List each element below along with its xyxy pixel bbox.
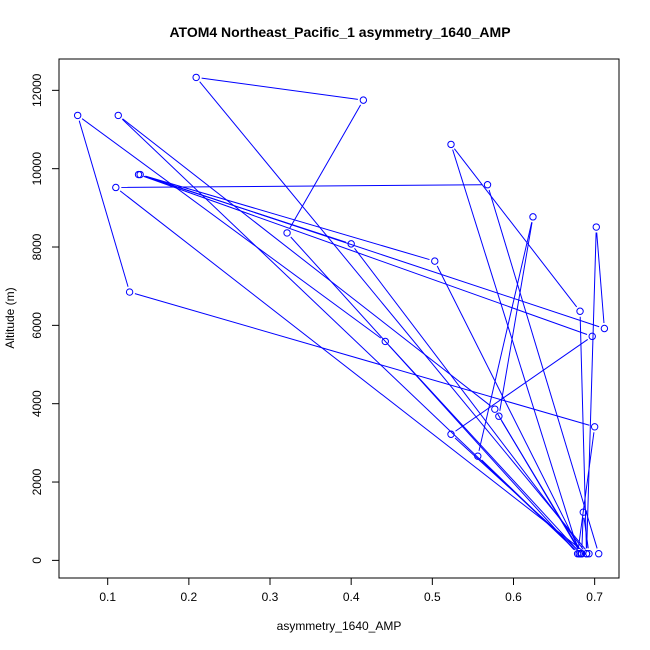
y-axis-label: Altitude (m) — [3, 287, 17, 348]
series-segment — [119, 190, 583, 551]
data-point — [283, 229, 291, 237]
series-segment — [583, 517, 589, 549]
series-segment — [577, 432, 595, 549]
y-axis: 0 2000 4000 6000 8000 10000 12000 — [30, 73, 60, 564]
x-tick-label: 0.1 — [99, 590, 116, 604]
plot-frame — [58, 58, 620, 579]
y-tick-label: 8000 — [30, 233, 44, 260]
data-point — [474, 452, 482, 460]
series-segment — [452, 149, 579, 549]
series-segment — [289, 104, 362, 229]
data-point — [576, 307, 584, 315]
data-point — [590, 423, 599, 431]
series-segment — [143, 175, 347, 243]
y-tick-label: 0 — [30, 557, 44, 564]
data-point — [447, 430, 455, 438]
series-segment — [454, 437, 578, 551]
data-point — [447, 140, 455, 149]
data-point — [582, 550, 591, 558]
series-segment — [436, 265, 580, 550]
y-tick-label: 10000 — [30, 152, 44, 186]
data-point — [347, 240, 355, 248]
data-point — [73, 111, 82, 120]
data-point — [592, 223, 600, 231]
data-point — [192, 73, 200, 82]
data-point — [600, 324, 609, 333]
x-tick-label: 0.6 — [505, 590, 522, 604]
data-point — [491, 405, 499, 413]
data-point — [495, 412, 503, 420]
data-point — [588, 332, 596, 341]
data-point — [575, 550, 583, 558]
series-segment — [78, 120, 129, 287]
y-tick-label: 12000 — [30, 73, 44, 107]
y-tick-label: 6000 — [30, 312, 44, 339]
series-segment — [290, 236, 575, 550]
series-segment — [199, 81, 586, 550]
data-point — [381, 337, 389, 346]
x-tick-label: 0.5 — [424, 590, 441, 604]
series-segment — [501, 420, 580, 550]
data-point — [577, 550, 586, 558]
series-segment — [481, 459, 576, 551]
series-segment — [201, 77, 358, 100]
series-segment — [488, 189, 598, 549]
series-lines — [78, 77, 605, 551]
y-tick-label: 2000 — [30, 468, 44, 495]
x-axis: 0.1 0.2 0.3 0.4 0.5 0.6 0.7 — [99, 577, 603, 604]
series-segment — [354, 247, 584, 550]
series-segment — [453, 148, 578, 308]
x-tick-label: 0.3 — [262, 590, 279, 604]
series-points — [73, 73, 609, 558]
series-segment — [81, 118, 382, 339]
data-point — [134, 170, 143, 179]
series-segment — [499, 222, 533, 411]
series-segment — [134, 293, 590, 426]
series-segment — [455, 339, 588, 432]
series-segment — [122, 118, 491, 407]
series-segment — [581, 517, 584, 549]
data-point — [585, 550, 593, 558]
series-segment — [596, 232, 605, 324]
data-point — [579, 508, 587, 516]
data-point — [112, 183, 120, 192]
chart-title: ATOM4 Northeast_Pacific_1 asymmetry_1640… — [169, 24, 510, 40]
data-point — [359, 96, 368, 104]
data-point — [595, 550, 603, 558]
data-point — [431, 257, 439, 265]
series-segment — [143, 175, 588, 335]
series-segment — [145, 175, 430, 261]
series-segment — [586, 232, 597, 549]
series-segment — [478, 222, 533, 451]
y-tick-label: 4000 — [30, 390, 44, 417]
x-tick-label: 0.7 — [586, 590, 603, 604]
x-tick-label: 0.2 — [181, 590, 198, 604]
x-tick-label: 0.4 — [343, 590, 360, 604]
data-point — [529, 213, 537, 221]
data-point — [483, 181, 492, 189]
data-point — [114, 111, 122, 120]
data-point — [125, 288, 134, 296]
x-axis-label: asymmetry_1640_AMP — [277, 619, 402, 633]
